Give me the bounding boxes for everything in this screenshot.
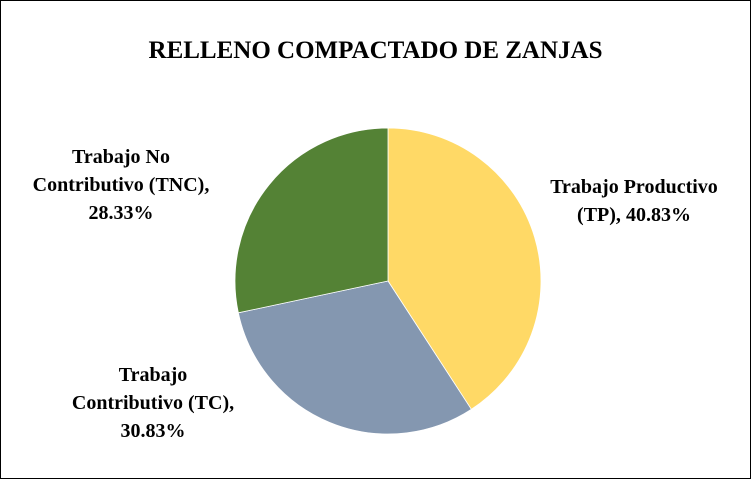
value-label: 40.83% bbox=[625, 204, 691, 226]
value-label: 30.83% bbox=[120, 420, 186, 442]
value-label: 28.33% bbox=[88, 202, 154, 224]
category-label: Trabajo No Contributivo (TNC), bbox=[32, 146, 210, 196]
category-label: Trabajo Productivo (TP), bbox=[550, 176, 718, 226]
pie-slice bbox=[237, 280, 472, 435]
slice-label: Trabajo Productivo (TP), 40.83% bbox=[549, 173, 719, 229]
pie-slice bbox=[387, 127, 542, 410]
chart-title: RELLENO COMPACTADO DE ZANJAS bbox=[148, 37, 603, 64]
slice-label: Trabajo No Contributivo (TNC), 28.33% bbox=[21, 143, 221, 227]
pie-slice bbox=[234, 127, 389, 314]
category-label: Trabajo Contributivo (TC), bbox=[71, 364, 235, 414]
slice-label: Trabajo Contributivo (TC), 30.83% bbox=[63, 361, 243, 445]
